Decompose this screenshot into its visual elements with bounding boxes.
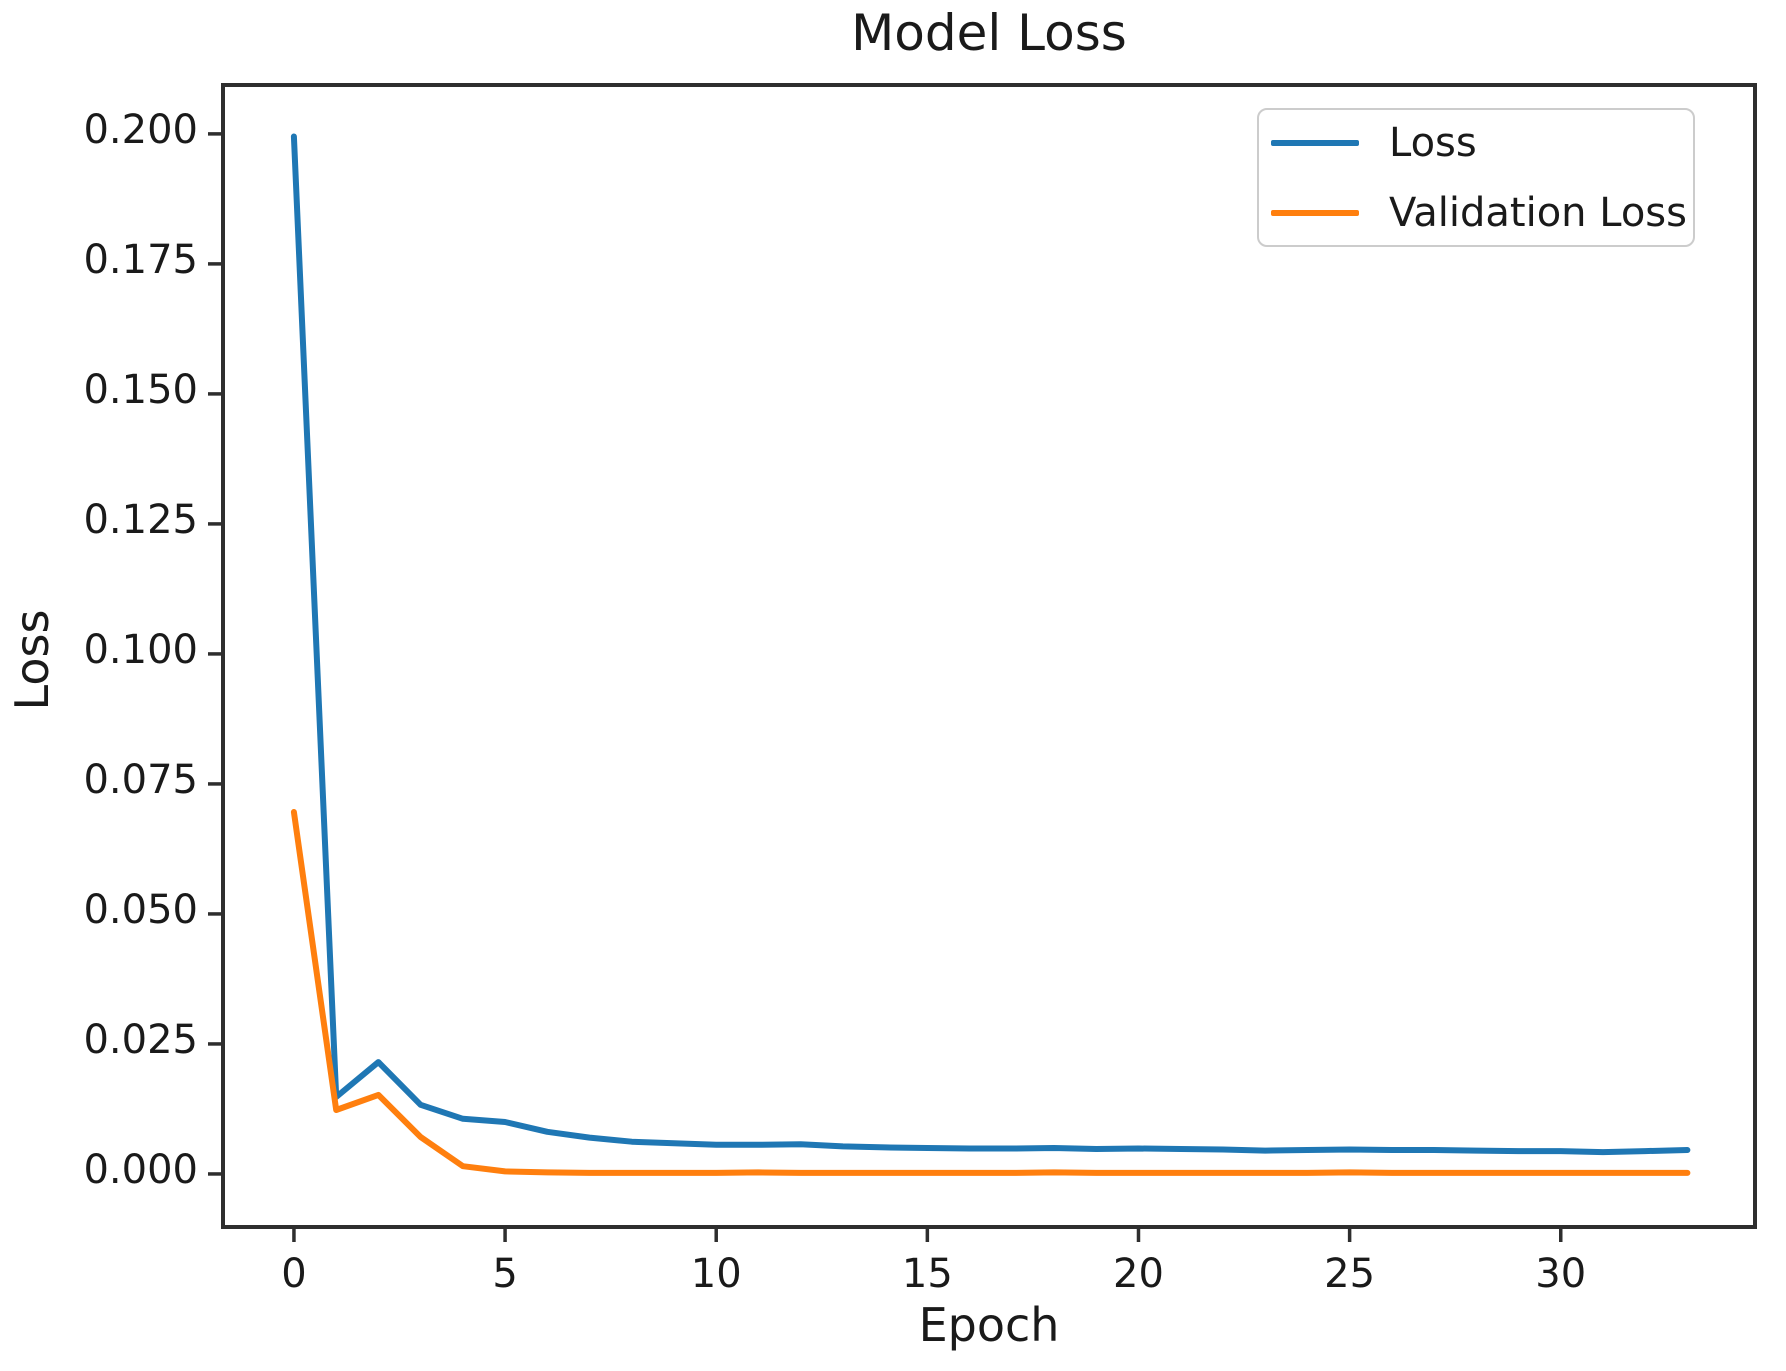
y-tick-label: 0.050 (83, 886, 198, 933)
y-axis-label: Loss (5, 609, 59, 711)
axes-spines (221, 83, 1757, 1229)
validation-loss-line-sample-icon (1271, 209, 1359, 216)
y-tick-label: 0.200 (83, 106, 198, 153)
x-tick-label: 15 (901, 1251, 953, 1297)
chart-title: Model Loss (851, 4, 1127, 62)
x-tick-label: 20 (1113, 1251, 1164, 1297)
legend-item-validation-loss: Validation Loss (1271, 189, 1693, 237)
y-tick-label: 0.150 (83, 366, 198, 413)
legend-label-loss: Loss (1389, 119, 1477, 166)
y-tick-label: 0.175 (83, 236, 198, 283)
x-tick-label: 5 (492, 1251, 518, 1297)
x-tick-label: 25 (1324, 1251, 1376, 1297)
y-tick-label: 0.025 (83, 1016, 198, 1063)
y-tick-label: 0.125 (83, 496, 198, 543)
legend: Loss Validation Loss (1257, 108, 1695, 247)
x-axis-label: Epoch (918, 1298, 1060, 1352)
y-tick-label: 0.000 (83, 1146, 198, 1193)
x-tick-label: 10 (690, 1251, 742, 1297)
legend-label-validation-loss: Validation Loss (1389, 189, 1687, 236)
loss-line (290, 133, 1691, 1156)
y-tick-label: 0.100 (83, 626, 198, 673)
legend-item-loss: Loss (1271, 119, 1693, 167)
x-tick-label: 0 (281, 1251, 307, 1297)
x-tick-label: 30 (1535, 1251, 1587, 1297)
y-tick-label: 0.075 (83, 756, 198, 803)
loss-line-sample-icon (1271, 139, 1359, 146)
validation-loss-line (290, 809, 1691, 1176)
